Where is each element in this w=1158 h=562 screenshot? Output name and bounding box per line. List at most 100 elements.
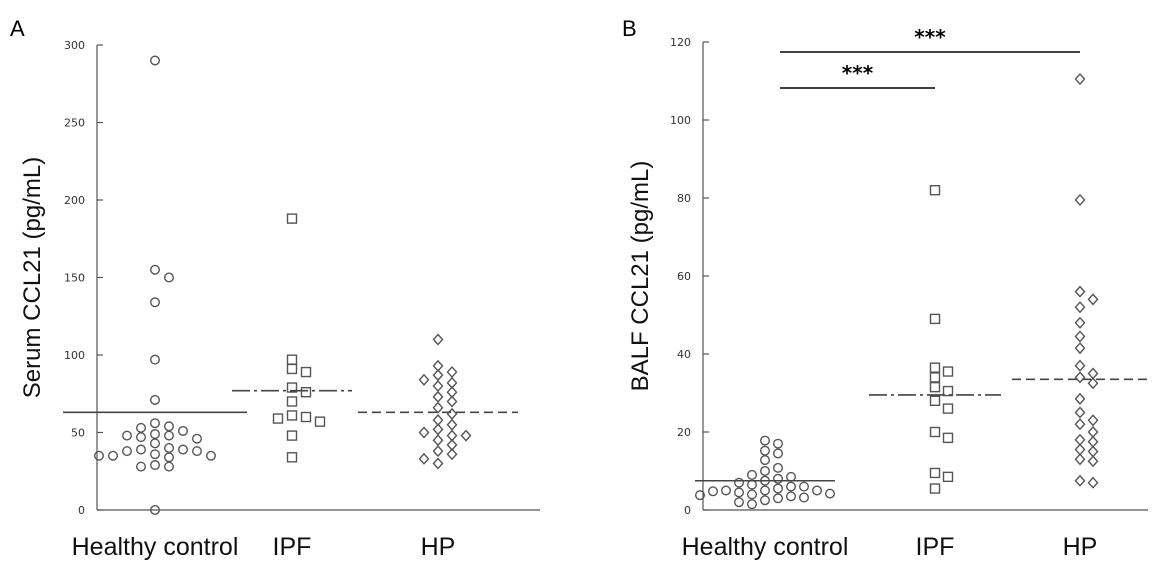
data-point — [314, 416, 326, 427]
data-point — [721, 485, 732, 496]
data-point — [93, 450, 104, 461]
data-point — [747, 479, 758, 490]
chart-panel-b: B 0 20 40 60 80 100 120 BALF CCL21 (pg/mL) Health… — [622, 16, 1148, 561]
data-point — [734, 477, 745, 488]
y-tick-label: 50 — [71, 427, 85, 440]
y-tick-label: 150 — [64, 272, 85, 285]
data-point — [121, 446, 132, 457]
data-point — [929, 467, 941, 479]
data-point — [760, 435, 771, 446]
data-point — [107, 450, 118, 461]
data-point — [205, 450, 216, 461]
data-point — [786, 471, 797, 482]
y-tick-label: 60 — [677, 270, 691, 283]
significance-label: *** — [842, 61, 874, 85]
data-point — [1074, 433, 1086, 446]
data-point — [121, 430, 132, 441]
data-point — [1087, 455, 1099, 468]
x-category-label: IPF — [273, 533, 312, 561]
data-point — [773, 473, 784, 484]
data-point — [929, 313, 941, 325]
data-point — [799, 492, 810, 503]
significance-label: *** — [914, 25, 946, 49]
data-point — [786, 481, 797, 492]
data-point — [149, 449, 160, 460]
data-point — [149, 55, 160, 66]
data-point — [929, 395, 941, 406]
data-point — [773, 448, 784, 459]
chart-panel-a: A 0 50 100 150 200 250 300 Serum CCL21 (pg/mL) He… — [10, 16, 540, 561]
y-axis-label: Serum CCL21 (pg/mL) — [19, 157, 46, 398]
data-point — [432, 379, 444, 393]
data-point — [812, 485, 823, 496]
data-point — [1074, 316, 1086, 329]
data-point — [1074, 359, 1086, 372]
x-category-label: IPF — [916, 533, 955, 561]
data-point — [773, 462, 784, 473]
data-point — [825, 488, 836, 499]
y-tick-label: 100 — [64, 349, 85, 362]
data-point — [135, 444, 146, 455]
data-point — [1074, 443, 1086, 456]
data-point — [1074, 474, 1086, 487]
x-category-label: Healthy control — [682, 533, 849, 561]
y-tick-label: 120 — [670, 36, 691, 49]
data-point — [773, 483, 784, 494]
y-axis-label: BALF CCL21 (pg/mL) — [627, 161, 654, 392]
data-point — [760, 495, 771, 506]
data-point — [942, 385, 954, 397]
data-point — [1074, 73, 1086, 86]
data-point — [760, 455, 771, 466]
data-point — [942, 366, 954, 377]
data-point — [286, 430, 298, 441]
data-point — [1074, 342, 1086, 355]
data-point — [1087, 425, 1099, 439]
data-point — [929, 372, 941, 383]
data-point — [446, 366, 458, 379]
data-point — [135, 461, 146, 472]
data-point — [1087, 377, 1099, 390]
data-point — [163, 461, 174, 472]
data-point — [286, 396, 298, 407]
data-point — [149, 418, 160, 429]
y-tick-label: 200 — [64, 194, 85, 207]
data-point — [446, 407, 458, 420]
data-point — [191, 446, 202, 457]
data-point — [300, 366, 312, 378]
y-tick-label: 20 — [677, 426, 691, 439]
data-point — [286, 363, 298, 375]
y-tick-label: 100 — [670, 114, 691, 127]
data-point — [760, 445, 771, 456]
y-tick-label: 40 — [677, 348, 691, 361]
data-point — [418, 373, 430, 386]
data-point — [149, 438, 160, 449]
data-point — [177, 444, 188, 455]
data-point — [149, 460, 160, 471]
x-category-label: Healthy control — [72, 533, 239, 561]
data-point — [929, 381, 941, 393]
data-point — [786, 491, 797, 502]
data-point — [747, 469, 758, 480]
data-point — [446, 448, 458, 461]
data-point — [135, 432, 146, 443]
data-point — [149, 505, 160, 516]
data-point — [300, 411, 312, 423]
data-point — [708, 486, 719, 497]
data-point — [432, 457, 444, 470]
data-point — [446, 395, 458, 408]
data-point — [149, 354, 160, 365]
data-point — [163, 443, 174, 454]
data-point — [773, 493, 784, 504]
data-point — [1074, 193, 1086, 206]
data-point — [135, 422, 146, 433]
data-point — [432, 445, 444, 458]
data-point — [163, 452, 174, 463]
data-point — [773, 438, 784, 449]
data-point — [432, 434, 444, 447]
data-point — [1087, 445, 1099, 458]
data-point — [418, 452, 430, 465]
data-point — [1087, 435, 1099, 448]
y-tick-label: 0 — [78, 504, 85, 517]
x-category-label: HP — [1063, 533, 1098, 561]
y-tick-label: 300 — [64, 39, 85, 52]
